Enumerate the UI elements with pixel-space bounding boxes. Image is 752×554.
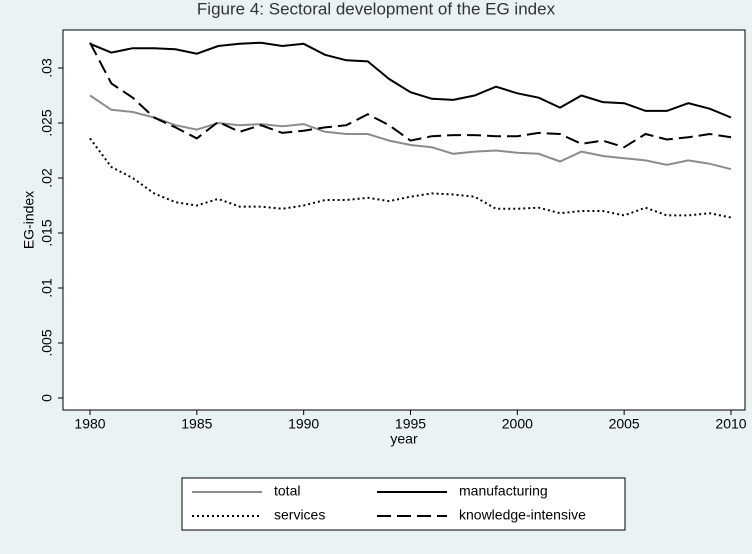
y-axis-title: EG-index xyxy=(21,191,37,249)
y-tick-label: .01 xyxy=(39,278,55,298)
x-tick-label: 1990 xyxy=(288,416,319,432)
x-axis-title: year xyxy=(390,431,418,447)
y-tick-label: .03 xyxy=(39,58,55,78)
y-tick-label: .025 xyxy=(39,109,55,136)
series-line xyxy=(89,42,732,149)
plot-area xyxy=(62,29,746,411)
y-tick-label: .005 xyxy=(39,329,55,356)
x-tick-label: 1995 xyxy=(395,416,426,432)
y-tick-label: .02 xyxy=(39,168,55,188)
x-tick-label: 2000 xyxy=(502,416,533,432)
legend-label: total xyxy=(274,483,300,499)
y-tick-label: 0 xyxy=(39,394,55,402)
series-line xyxy=(89,137,732,219)
legend-label: knowledge-intensive xyxy=(459,507,586,523)
series-line xyxy=(89,41,732,119)
chart-title: Figure 4: Sectoral development of the EG… xyxy=(197,0,556,18)
legend-label: services xyxy=(274,507,325,523)
x-tick-label: 1980 xyxy=(74,416,105,432)
series-line xyxy=(89,94,732,171)
y-tick-label: .015 xyxy=(39,219,55,246)
x-tick-label: 2010 xyxy=(715,416,746,432)
legend-box xyxy=(181,477,626,531)
x-tick-label: 2005 xyxy=(609,416,640,432)
legend-label: manufacturing xyxy=(459,483,548,499)
x-tick-label: 1985 xyxy=(181,416,212,432)
